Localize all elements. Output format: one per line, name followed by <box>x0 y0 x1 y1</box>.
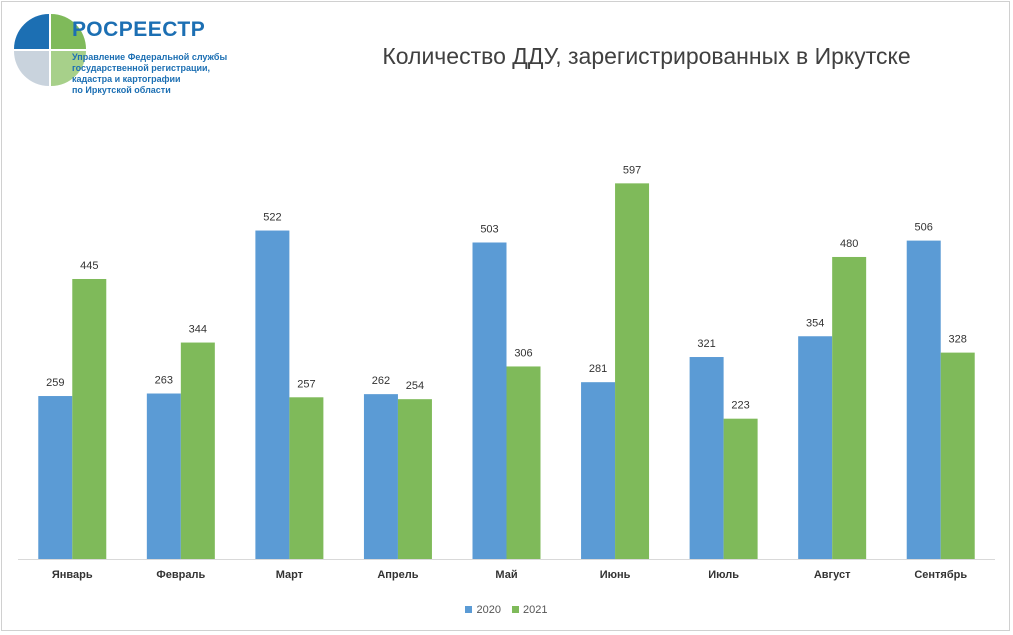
legend-swatch-2020 <box>465 606 473 613</box>
bar-2020-5 <box>472 242 507 559</box>
data-label-2021-8: 480 <box>840 238 858 250</box>
x-tick-label: Август <box>814 569 851 581</box>
x-tick-label: Июль <box>708 569 739 581</box>
bar-2021-1 <box>72 278 107 559</box>
bar-2021-9 <box>940 352 975 559</box>
bar-2021-2 <box>180 342 215 559</box>
bar-2021-6 <box>615 183 650 559</box>
x-tick-label: Февраль <box>156 569 205 581</box>
bar-2020-8 <box>798 336 833 559</box>
data-label-2021-9: 328 <box>949 334 967 346</box>
data-label-2021-1: 445 <box>80 260 98 272</box>
org-line: государственной регистрации, <box>72 63 211 73</box>
brand-name: РОСРЕЕСТР <box>72 18 206 41</box>
org-line: кадастра и картографии <box>72 74 181 84</box>
data-label-2020-6: 281 <box>589 363 607 375</box>
data-label-2021-5: 306 <box>514 347 532 359</box>
logo-green-quadrant <box>51 14 86 49</box>
org-line: Управление Федеральной службы <box>72 52 228 62</box>
bar-2021-3 <box>289 397 324 559</box>
data-label-2020-9: 506 <box>915 222 933 234</box>
legend-item-2021: 2021 <box>512 604 548 616</box>
data-label-2020-8: 354 <box>806 317 824 329</box>
data-label-2020-4: 262 <box>372 375 390 387</box>
data-label-2021-4: 254 <box>406 380 424 392</box>
bar-2020-6 <box>581 382 616 559</box>
org-line: по Иркутской области <box>72 85 171 95</box>
x-tick-label: Май <box>495 569 517 581</box>
x-tick-label: Март <box>276 569 304 581</box>
bar-2020-7 <box>689 357 724 559</box>
bar-2020-2 <box>146 393 181 559</box>
chart-title: Количество ДДУ, зарегистрированных в Ирк… <box>382 43 911 69</box>
data-label-2020-7: 321 <box>697 338 715 350</box>
x-tick-label: Январь <box>52 569 93 581</box>
logo-grey-quadrant <box>14 51 49 86</box>
logo-green-lower-quadrant <box>51 51 86 86</box>
data-label-2020-2: 263 <box>155 375 173 387</box>
bar-2021-8 <box>832 256 867 559</box>
data-label-2021-3: 257 <box>297 378 315 390</box>
data-label-2020-5: 503 <box>480 223 498 235</box>
data-label-2020-1: 259 <box>46 377 64 389</box>
legend-swatch-2021 <box>512 606 520 613</box>
legend-label-2021: 2021 <box>523 604 548 616</box>
data-label-2021-7: 223 <box>731 400 749 412</box>
data-label-2021-6: 597 <box>623 164 641 176</box>
legend-label-2020: 2020 <box>476 604 501 616</box>
data-label-2020-3: 522 <box>263 212 281 224</box>
bar-2020-4 <box>363 394 398 559</box>
x-tick-label: Сентябрь <box>914 569 967 581</box>
legend-item-2020: 2020 <box>465 604 501 616</box>
bar-2020-1 <box>38 396 73 559</box>
rosreestr-logo-icon <box>14 14 86 86</box>
data-label-2021-2: 344 <box>189 324 207 336</box>
bar-2021-7 <box>723 418 758 559</box>
bar-2021-4 <box>397 399 432 559</box>
logo-blue-quadrant <box>14 14 49 49</box>
bar-2021-5 <box>506 366 541 559</box>
bar-2020-9 <box>906 240 941 559</box>
legend: 2020 2021 <box>0 604 1013 616</box>
bar-2020-3 <box>255 230 290 559</box>
x-tick-label: Апрель <box>377 569 418 581</box>
x-tick-label: Июнь <box>600 569 631 581</box>
